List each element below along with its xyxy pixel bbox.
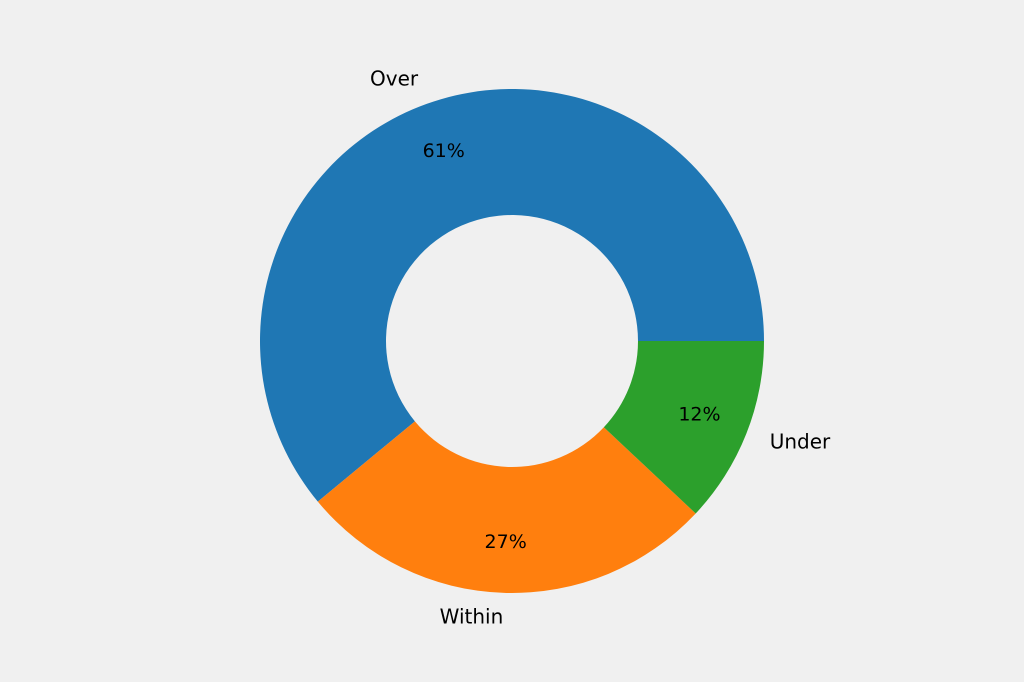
percent-labels: 61% 27% 12% xyxy=(423,140,721,553)
percent-label-over: 61% xyxy=(423,140,465,162)
slice-under xyxy=(603,341,764,514)
percent-label-under: 12% xyxy=(678,404,720,426)
category-label-over: Over xyxy=(370,67,419,91)
category-label-within: Within xyxy=(440,605,504,629)
percent-label-within: 27% xyxy=(485,531,527,553)
category-labels: Over Within Under xyxy=(370,67,831,629)
donut-slices xyxy=(259,89,764,594)
category-label-under: Under xyxy=(770,430,831,454)
slice-over xyxy=(259,89,764,502)
slice-within xyxy=(317,421,696,594)
